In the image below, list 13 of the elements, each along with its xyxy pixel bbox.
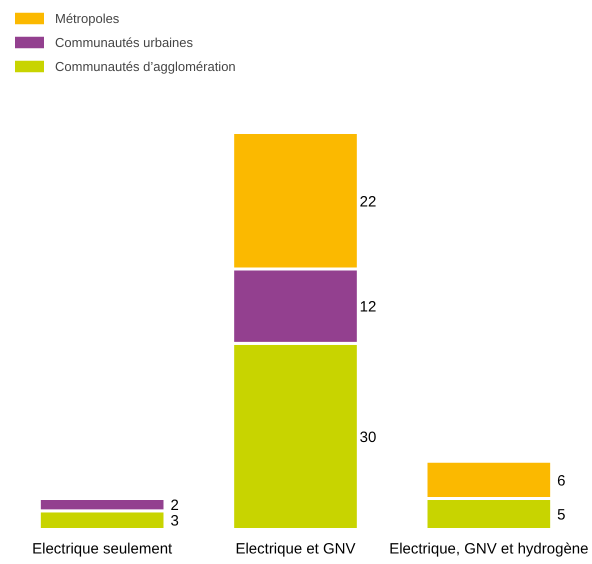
data-label: 5 [557,506,566,524]
legend-label: Communautés urbaines [55,34,194,50]
legend-label: Communautés d’agglomération [55,58,236,74]
data-label: 3 [170,512,179,530]
data-label: 2 [170,497,179,514]
data-label: 30 [360,428,376,446]
x-tick-label: Electrique seulement [32,540,174,558]
legend-label: Métropoles [55,10,120,26]
data-label: 22 [360,193,376,210]
x-tick-label: Electrique, GNV et hydrogène [389,540,588,558]
data-label: 6 [557,472,566,490]
data-label: 12 [360,298,376,316]
x-tick-label: Electrique et GNV [235,540,356,558]
